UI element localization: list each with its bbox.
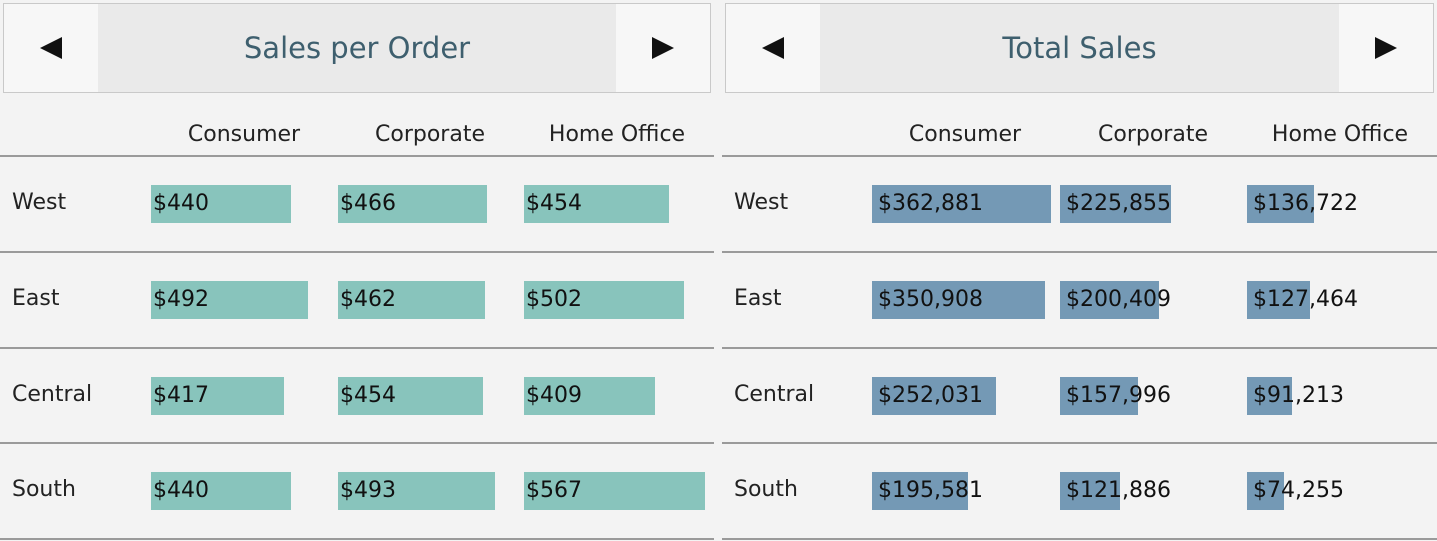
row-divider [722, 347, 1437, 349]
row-label: West [734, 190, 789, 215]
row-divider [0, 155, 714, 157]
bar [1060, 377, 1138, 415]
row-label: East [12, 286, 60, 311]
data-label: $74,255 [1253, 478, 1344, 503]
data-label: $362,881 [878, 191, 983, 216]
data-label: $127,464 [1253, 287, 1358, 312]
bar [338, 377, 483, 415]
panel-header: Sales per Order [3, 3, 711, 93]
panel-title: Total Sales [820, 4, 1339, 92]
bar [151, 185, 291, 223]
bar [1060, 281, 1159, 319]
column-header: Consumer [187, 122, 301, 147]
bar [338, 185, 487, 223]
bar [872, 185, 1051, 223]
data-label: $440 [153, 191, 209, 216]
bar [1247, 185, 1314, 223]
row-divider [722, 155, 1437, 157]
bar [1060, 472, 1120, 510]
data-label: $225,855 [1066, 191, 1171, 216]
data-label: $409 [526, 383, 582, 408]
bar [872, 377, 996, 415]
bar [872, 472, 968, 510]
bar [524, 377, 655, 415]
data-label: $440 [153, 478, 209, 503]
bar [151, 281, 308, 319]
panel-header: Total Sales [725, 3, 1434, 93]
row-label: South [734, 477, 798, 502]
triangle-left-icon [762, 37, 784, 59]
bar [151, 377, 284, 415]
data-label: $252,031 [878, 383, 983, 408]
data-label: $493 [340, 478, 396, 503]
data-label: $417 [153, 383, 209, 408]
next-button[interactable] [616, 4, 710, 92]
column-header: Consumer [908, 122, 1022, 147]
data-label: $121,886 [1066, 478, 1171, 503]
bar [1247, 472, 1284, 510]
data-label: $136,722 [1253, 191, 1358, 216]
row-label: East [734, 286, 782, 311]
data-label: $195,581 [878, 478, 983, 503]
bar [1060, 185, 1171, 223]
data-label: $462 [340, 287, 396, 312]
triangle-right-icon [1375, 37, 1397, 59]
triangle-left-icon [40, 37, 62, 59]
bar [1247, 377, 1292, 415]
next-button[interactable] [1339, 4, 1433, 92]
column-header: Corporate [1098, 122, 1208, 147]
bar [338, 281, 485, 319]
row-label: South [12, 477, 76, 502]
data-label: $200,409 [1066, 287, 1171, 312]
bar [524, 281, 684, 319]
data-label: $157,996 [1066, 383, 1171, 408]
data-label: $492 [153, 287, 209, 312]
column-header: Home Office [1271, 122, 1409, 147]
data-label: $350,908 [878, 287, 983, 312]
bar [524, 472, 705, 510]
column-header: Corporate [375, 122, 485, 147]
prev-button[interactable] [726, 4, 820, 92]
prev-button[interactable] [4, 4, 98, 92]
row-label: Central [12, 382, 93, 407]
row-divider [0, 442, 714, 444]
data-label: $502 [526, 287, 582, 312]
sales-per-order-panel: Sales per Order Consumer Corporate Home Of… [0, 0, 714, 541]
bar [1247, 281, 1310, 319]
row-divider [0, 251, 714, 253]
bar [151, 472, 291, 510]
row-divider [722, 538, 1437, 540]
data-label: $454 [526, 191, 582, 216]
total-sales-panel: Total Sales Consumer Corporate Home Office… [722, 0, 1437, 541]
bar [338, 472, 495, 510]
row-divider [0, 347, 714, 349]
data-label: $91,213 [1253, 383, 1344, 408]
row-divider [722, 251, 1437, 253]
column-header: Home Office [548, 122, 686, 147]
data-label: $466 [340, 191, 396, 216]
triangle-right-icon [652, 37, 674, 59]
bar [524, 185, 669, 223]
data-label: $567 [526, 478, 582, 503]
row-label: Central [734, 382, 815, 407]
row-divider [0, 538, 714, 540]
row-label: West [12, 190, 67, 215]
data-label: $454 [340, 383, 396, 408]
panel-title: Sales per Order [98, 4, 616, 92]
bar [872, 281, 1045, 319]
row-divider [722, 442, 1437, 444]
